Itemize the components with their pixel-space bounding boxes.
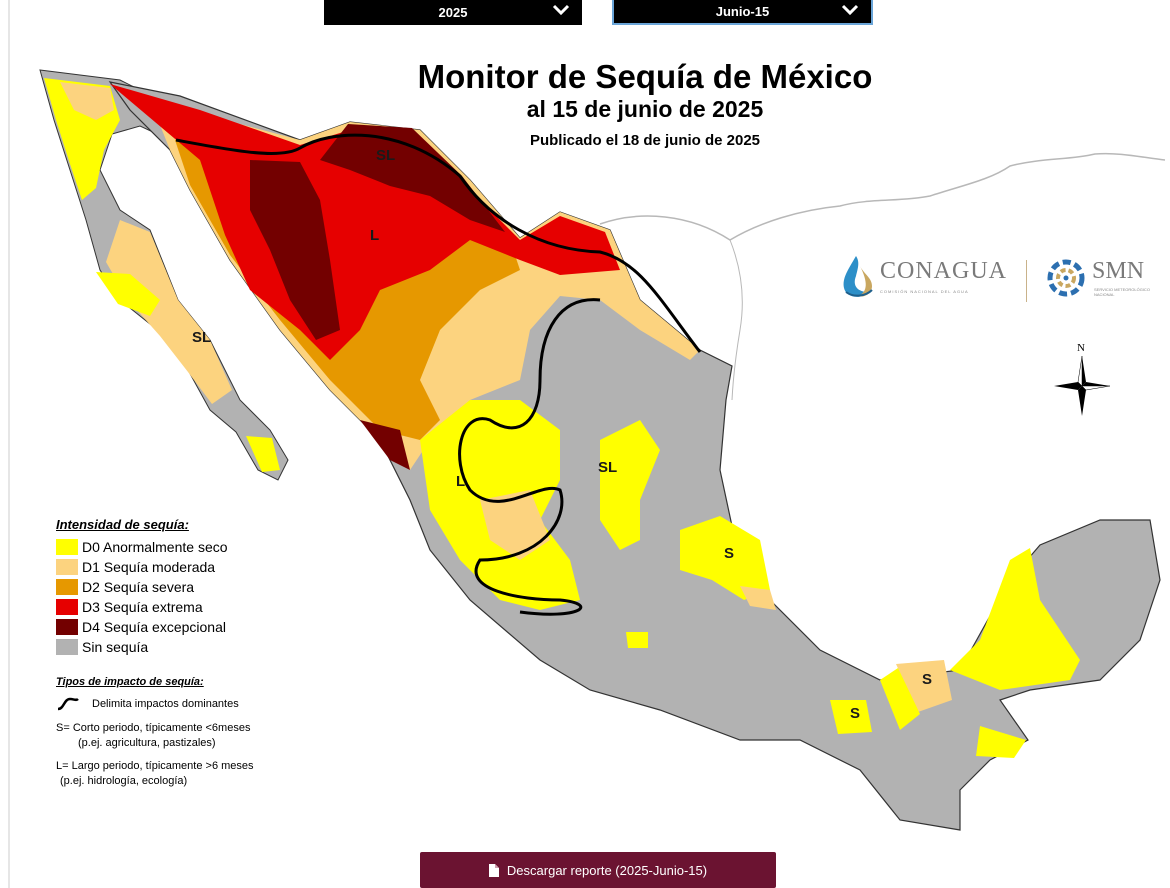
legend-item-d0: D0 Anormalmente seco [56,537,336,557]
conagua-drop-icon [843,256,873,297]
legend-label-d1: D1 Sequía moderada [82,559,216,575]
legend-label-d4: D4 Sequía excepcional [82,619,226,635]
legend-swatch-d0 [56,539,78,555]
baja-d0-tip [246,436,280,472]
impact-short-term: S= Corto periodo, típicamente <6meses (p… [56,721,250,751]
impact-short-term-line1: S= Corto periodo, típicamente <6meses [56,722,251,734]
yucatan-d0-zone [950,548,1080,690]
legend-label-sin-sequia: Sin sequía [82,639,149,655]
baja-d1-zone [106,220,232,404]
legend-item-sin-sequia: Sin sequía [56,637,336,657]
impact-long-term: L= Largo periodo, típicamente >6 meses (… [56,759,254,789]
impact-long-term-line2: (p.ej. hidrología, ecología) [60,775,188,787]
south-d0-zone [830,700,872,734]
date-select-value: Junio-15 [715,4,770,19]
impact-line-legend: Delimita impactos dominantes [56,697,239,711]
map-title: Monitor de Sequía de México [417,58,873,95]
map-published-date: Publicado el 18 de junio de 2025 [529,132,761,149]
tabasco-d0-zone [880,668,920,730]
conagua-wordmark: CONAGUA [880,258,1007,284]
north-d4-zone [320,124,505,232]
jalisco-d0-spot [626,632,648,648]
legend-item-d2: D2 Sequía severa [56,577,336,597]
impact-line-icon [57,697,79,711]
legend-label-d2: D2 Sequía severa [82,579,195,595]
map-label-s-south: S [850,705,860,722]
gulf-coast [729,239,743,401]
sinaloa-d4-zone [360,420,410,470]
sonora-d4-zone [250,160,340,340]
legend-swatch-d1 [56,559,78,575]
us-coastline [599,152,1166,241]
chiapas-d0-zone [976,726,1026,758]
legend-swatch-d3 [56,599,78,615]
map-label-sl-baja: SL [192,329,211,346]
baja-d0-south [96,272,160,316]
tabasco-d1-zone [896,660,952,712]
smn-logo: SMN SERVICIO METEOROLÓGICO NACIONAL [1044,254,1164,310]
legend-swatch-d4 [56,619,78,635]
legend-label-d3: D3 Sequía extrema [82,599,203,615]
map-subtitle: al 15 de junio de 2025 [526,96,764,122]
year-select[interactable]: 2025 [324,0,582,25]
download-report-button[interactable]: Descargar reporte (2025-Junio-15) [420,852,776,888]
central-d1-spot [740,586,776,610]
map-label-sl-north: SL [376,147,395,164]
conagua-tagline: COMISIÓN NACIONAL DEL AGUA [880,289,969,294]
north-label: N [1077,342,1085,354]
impact-short-term-line2: (p.ej. agricultura, pastizales) [78,737,216,749]
map-label-sl-coahuila: SL [598,459,617,476]
impact-line-north [175,133,702,353]
chevron-down-icon [841,4,859,16]
compass-rose-icon [1054,355,1111,416]
conagua-logo: CONAGUA COMISIÓN NACIONAL DEL AGUA [838,252,1018,304]
map-label-l-north: L [370,227,379,244]
smn-wordmark: SMN [1092,258,1145,284]
download-report-label: Descargar reporte (2025-Junio-15) [506,862,708,878]
year-select-value: 2025 [438,5,468,20]
coahuila-d0-zone [600,420,660,550]
legend-label-d0: D0 Anormalmente seco [82,539,228,555]
date-select[interactable]: Junio-15 [612,0,873,25]
map-label-l-west: L [456,473,465,490]
legend-swatch-sin-sequia [56,639,78,655]
file-icon [488,863,499,877]
page-left-border [8,0,10,888]
smn-spiral-icon [1047,259,1085,297]
impact-legend-title: Tipos de impacto de sequía: [56,676,204,688]
drought-legend: Intensidad de sequía: D0 Anormalmente se… [56,517,336,657]
map-label-s-central: S [724,545,734,562]
west-d1-spot [480,490,550,560]
impact-line-central [458,298,601,616]
logo-divider [1026,260,1027,302]
legend-swatch-d2 [56,579,78,595]
impact-line-label: Delimita impactos dominantes [92,698,239,710]
north-d3-zone [110,84,620,360]
legend-item-d3: D3 Sequía extrema [56,597,336,617]
map-label-s-tabasco: S [922,671,932,688]
baja-d1-north [60,82,114,120]
legend-item-d1: D1 Sequía moderada [56,557,336,577]
legend-item-d4: D4 Sequía excepcional [56,617,336,637]
chevron-down-icon [552,4,570,16]
impact-long-term-line1: L= Largo periodo, típicamente >6 meses [56,760,254,772]
smn-tagline: SERVICIO METEOROLÓGICO NACIONAL [1094,287,1150,297]
central-d0-zone [680,516,770,600]
legend-title: Intensidad de sequía: [56,517,189,532]
